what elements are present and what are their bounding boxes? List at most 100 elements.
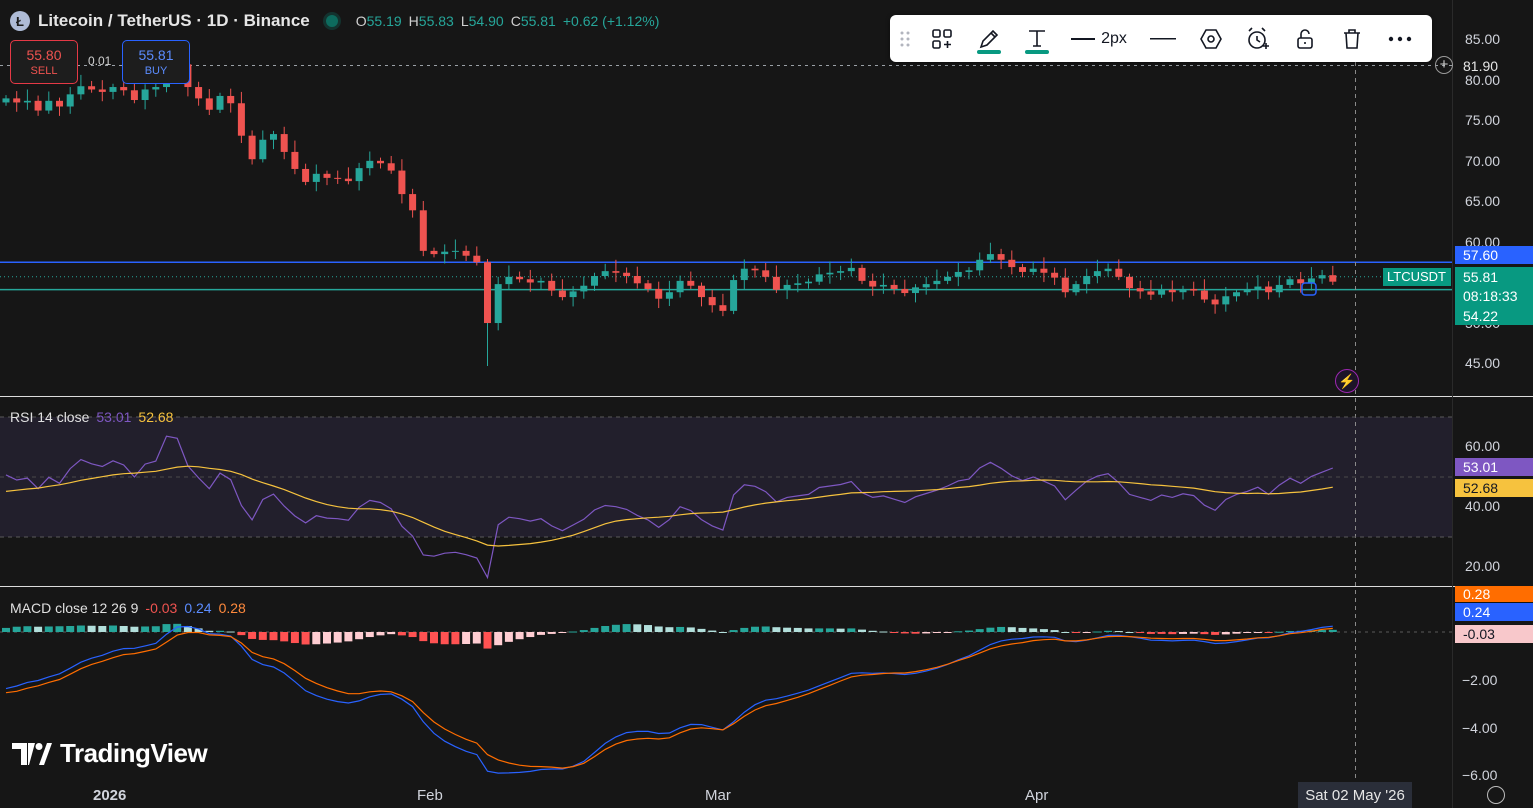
drag-handle-icon[interactable] [890, 15, 920, 62]
line-width-button[interactable]: 2px [1060, 15, 1138, 62]
candle-body [687, 280, 695, 286]
candle-body [23, 100, 31, 103]
time-label: 2026 [93, 787, 127, 804]
macd-histogram-bar [1061, 632, 1070, 633]
candle-body [13, 98, 21, 103]
macd-histogram-bar [900, 632, 909, 634]
macd-histogram-bar [1328, 629, 1337, 632]
candle-body [1029, 268, 1037, 272]
candle-body [997, 254, 1005, 260]
candle-body [270, 134, 277, 140]
macd-histogram-bar [194, 628, 203, 632]
candle-body [1222, 296, 1230, 305]
macd-histogram-bar [440, 632, 449, 645]
unlock-icon[interactable] [1282, 15, 1328, 62]
macd-histogram-bar [1253, 632, 1262, 633]
candle-body [152, 87, 160, 90]
candle-body [227, 95, 235, 104]
rsi-tick: 60.00 [1465, 438, 1501, 454]
macd-histogram-bar [697, 628, 706, 632]
macd-histogram-bar [494, 632, 503, 646]
macd-histogram-bar [922, 632, 931, 634]
buy-button[interactable]: 55.81 BUY [122, 40, 190, 84]
price-tick: 75.00 [1465, 112, 1501, 128]
macd-histogram-bar [1264, 632, 1273, 633]
candle-body [109, 87, 117, 92]
macd-histogram-bar [226, 631, 235, 633]
text-icon[interactable] [1014, 15, 1060, 62]
macd-histogram-bar [1039, 629, 1048, 632]
macd-histogram-bar [537, 632, 545, 635]
candle-body [740, 268, 748, 281]
alert-add-icon[interactable] [1234, 15, 1282, 62]
macd-histogram-bar [66, 626, 75, 632]
trash-icon[interactable] [1328, 15, 1376, 62]
macd-histogram-bar [1286, 631, 1294, 633]
macd-histogram-bar [1018, 627, 1027, 632]
countdown-value: 08:18:33 [1463, 288, 1518, 304]
candle-body [1126, 276, 1133, 289]
line-icon[interactable] [1138, 15, 1188, 62]
sell-button[interactable]: 55.80 SELL [10, 40, 78, 84]
macd-histogram-bar [676, 626, 685, 632]
brand-name: TradingView [60, 738, 208, 768]
pencil-icon[interactable] [964, 15, 1014, 62]
more-icon[interactable] [1376, 15, 1424, 62]
rsi-ma-label: 52.68 [1455, 479, 1533, 497]
symbol-title[interactable]: Litecoin / TetherUS · 1D · Binance [38, 11, 310, 30]
macd-histogram-bar [483, 632, 492, 649]
macd-histogram-bar [644, 625, 652, 632]
candle-body [2, 98, 10, 103]
candle-body [419, 210, 427, 251]
macd-histogram-bar [130, 626, 139, 632]
price-tick: 45.00 [1465, 355, 1501, 371]
macd-histogram-bar [333, 632, 342, 643]
rsi-legend[interactable]: RSI 14 close 53.01 52.68 [10, 409, 173, 425]
candle-body [676, 280, 684, 293]
candle-body [698, 285, 705, 298]
candle-body [1093, 271, 1101, 277]
settings-hexagon-icon[interactable] [1188, 15, 1234, 62]
signal-line [5, 627, 1333, 769]
macd-signal-value: 0.28 [218, 600, 246, 616]
candle-body [1233, 292, 1240, 297]
macd-histogram-bar [34, 626, 43, 632]
last-price-label: 55.81 08:18:33 [1455, 267, 1533, 307]
macd-tick: −2.00 [1462, 672, 1498, 688]
candle-body [879, 284, 887, 287]
candle-body [77, 86, 85, 95]
macd-histogram-bar [1050, 630, 1059, 632]
macd-histogram-bar [472, 632, 481, 644]
candle-body [826, 272, 834, 275]
high-value: 55.83 [418, 13, 454, 29]
candle-body [976, 259, 984, 271]
candle-body [366, 160, 374, 169]
rsi-line [5, 435, 1334, 580]
add-price-icon[interactable]: + [1435, 56, 1453, 74]
lightning-icon[interactable]: ⚡ [1335, 369, 1359, 393]
macd-histogram-bar [1221, 632, 1230, 635]
candle-body [484, 262, 491, 324]
price-pane-bg [0, 0, 1452, 396]
rsi-ma-value: 52.68 [138, 409, 174, 425]
tradingview-logo[interactable]: TradingView [12, 738, 208, 769]
macd-histogram-bar [772, 627, 781, 632]
candle-body [890, 284, 898, 289]
candle-body [302, 168, 310, 182]
macd-histogram-bar [1275, 631, 1284, 633]
macd-histogram-bar [804, 628, 813, 632]
last-price-value: 55.81 [1463, 269, 1499, 285]
settings-gear-icon[interactable] [1487, 786, 1505, 804]
candle-body [1254, 286, 1262, 290]
macd-legend[interactable]: MACD close 12 26 9 -0.03 0.24 0.28 [10, 600, 246, 616]
candle-body [430, 250, 438, 255]
market-status-icon[interactable] [325, 15, 338, 27]
macd-histogram-bar [237, 632, 246, 636]
object-tree-icon[interactable] [920, 15, 964, 62]
text-color-indicator [1025, 50, 1049, 54]
macd-histogram-bar [365, 632, 374, 638]
candle-body [1275, 284, 1283, 293]
macd-histogram-bar [280, 632, 289, 642]
macd-histogram-bar [965, 630, 973, 632]
